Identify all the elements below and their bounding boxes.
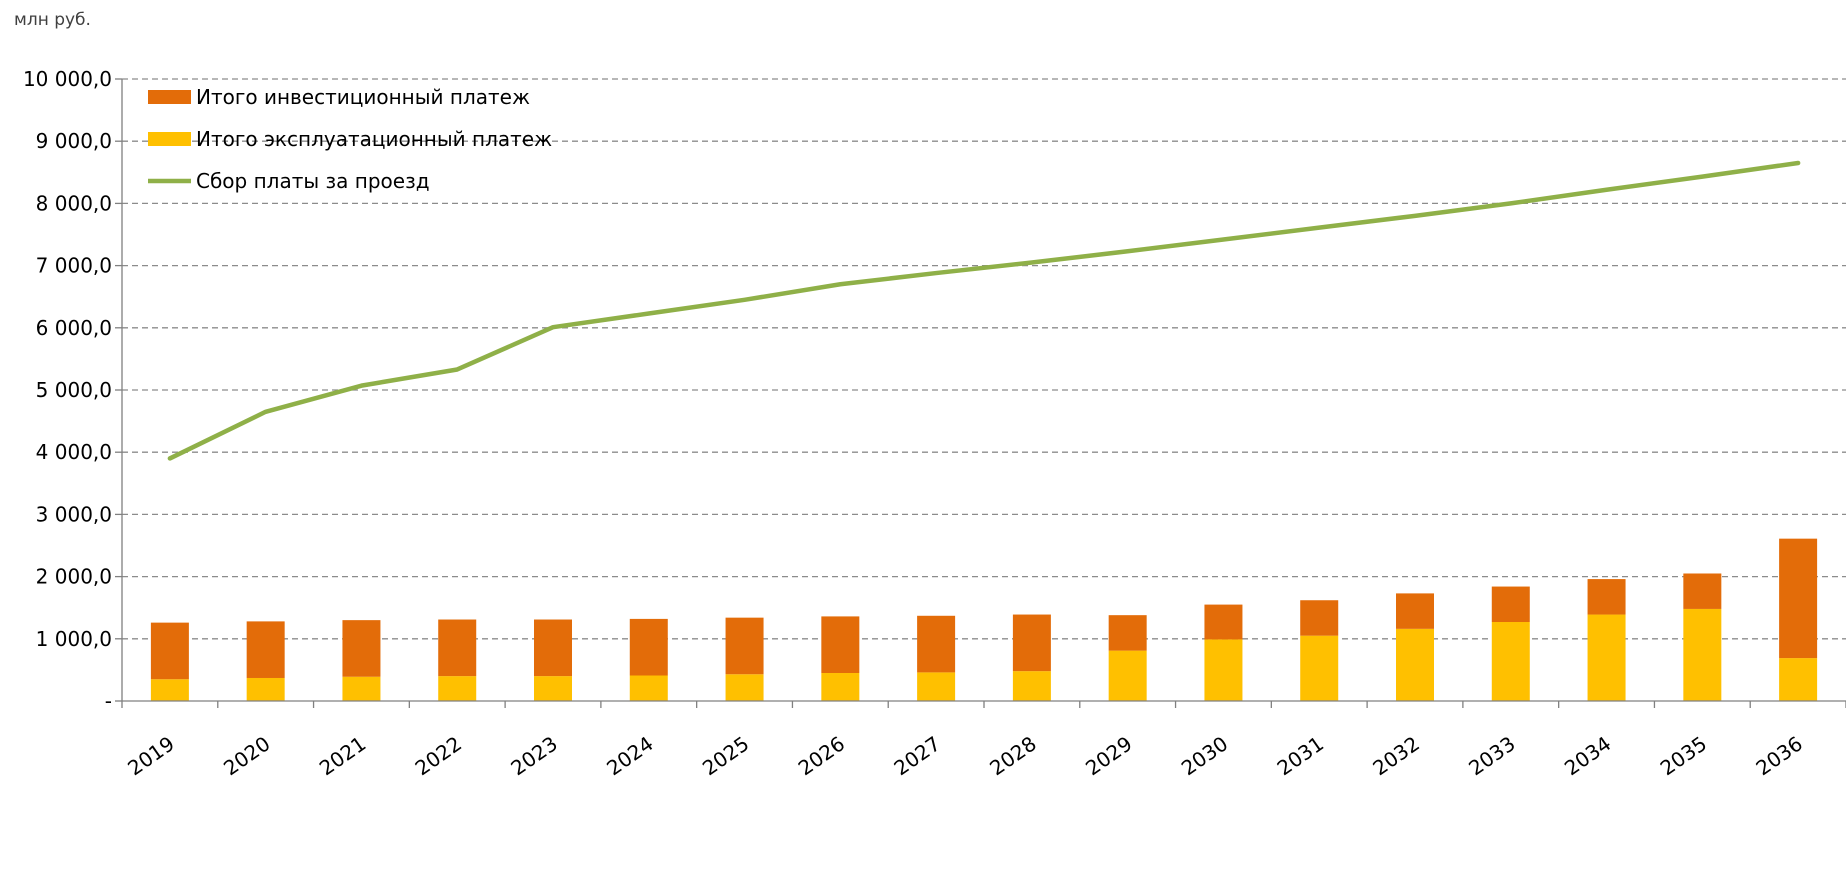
bar-operational [150, 679, 189, 701]
y-tick-label: 8 000,0 [36, 191, 112, 215]
x-tick-label: 2032 [1368, 731, 1423, 780]
bar-investment [1108, 615, 1147, 651]
legend-swatch [148, 90, 191, 104]
y-tick-label: 10 000,0 [23, 67, 112, 91]
bar-operational [246, 677, 285, 701]
bar-operational [1779, 658, 1818, 701]
x-tick-label: 2031 [1273, 731, 1328, 780]
x-tick-label: 2030 [1177, 731, 1232, 780]
x-tick-label: 2026 [794, 731, 849, 780]
fare-line [167, 160, 1801, 461]
bar-investment [342, 620, 381, 677]
bar-investment [1300, 600, 1339, 636]
x-tick-label: 2025 [698, 731, 753, 780]
x-tick-label: 2034 [1560, 731, 1615, 780]
bar-investment [821, 616, 860, 674]
grid-lines [122, 78, 1846, 640]
bar-operational [1491, 622, 1530, 701]
y-tick-label: 1 000,0 [36, 627, 112, 651]
bar-operational [534, 676, 572, 701]
x-tick-label: 2019 [123, 731, 178, 780]
x-tick-label: 2036 [1752, 731, 1807, 780]
x-tick-label: 2027 [890, 731, 945, 780]
legend-label: Сбор платы за проезд [196, 169, 430, 193]
y-tick-label: 2 000,0 [36, 565, 112, 589]
legend: Итого инвестиционный платеж Итого эксплуа… [148, 85, 552, 193]
x-tick-label: 2035 [1656, 731, 1711, 780]
bars [150, 538, 1818, 701]
bar-investment [1012, 614, 1051, 672]
y-tick-labels: - 1 000,0 2 000,0 3 000,0 4 000,0 5 000,0 6 00… [23, 67, 112, 713]
axes [115, 78, 1846, 708]
x-tick-label: 2020 [219, 731, 274, 780]
bar-investment [629, 618, 668, 676]
x-tick-label: 2022 [411, 731, 466, 780]
bar-investment [150, 622, 189, 680]
bar-investment [246, 621, 285, 678]
x-tick-label: 2028 [985, 731, 1040, 780]
bar-operational [725, 674, 764, 701]
y-tick-label: 5 000,0 [36, 378, 112, 402]
bar-investment [725, 617, 764, 675]
fare-line-series [167, 160, 1801, 461]
x-tick-label: 2033 [1464, 731, 1519, 780]
bar-investment [917, 615, 956, 673]
unit-label: млн руб. [14, 10, 91, 30]
x-tick-label: 2021 [315, 731, 370, 780]
bar-investment [1491, 586, 1530, 623]
bar-investment [1587, 579, 1626, 615]
bar-operational [1108, 650, 1147, 701]
x-tick-label: 2024 [602, 731, 657, 780]
y-tick-label: - [105, 689, 112, 713]
legend-label: Итого эксплуатационный платеж [196, 127, 552, 151]
bar-operational [629, 675, 668, 701]
bar-investment [534, 619, 572, 677]
x-tick-label: 2029 [1081, 731, 1136, 780]
bar-operational [1683, 608, 1722, 701]
legend-swatch [148, 132, 191, 146]
bar-operational [1300, 635, 1339, 701]
y-tick-label: 7 000,0 [36, 254, 112, 278]
bar-investment [438, 619, 477, 677]
y-tick-label: 4 000,0 [36, 440, 112, 464]
bar-operational [917, 672, 956, 701]
bar-operational [342, 676, 381, 701]
bar-operational [1587, 614, 1626, 701]
bar-operational [1204, 639, 1243, 701]
bar-operational [1396, 628, 1434, 701]
x-tick-label: 2023 [506, 731, 561, 780]
y-tick-label: 9 000,0 [36, 129, 112, 153]
bar-investment [1204, 604, 1243, 640]
y-tick-label: 6 000,0 [36, 316, 112, 340]
x-tick-labels: 2019 2020 2021 2022 2023 2024 2025 2026 2027 2028… [123, 731, 1807, 780]
y-tick-label: 3 000,0 [36, 502, 112, 526]
bar-operational [1012, 671, 1051, 701]
bar-investment [1779, 538, 1818, 659]
legend-label: Итого инвестиционный платеж [196, 85, 530, 109]
bar-investment [1396, 593, 1434, 629]
bar-operational [438, 676, 477, 701]
bar-operational [821, 673, 860, 701]
bar-investment [1683, 573, 1722, 609]
